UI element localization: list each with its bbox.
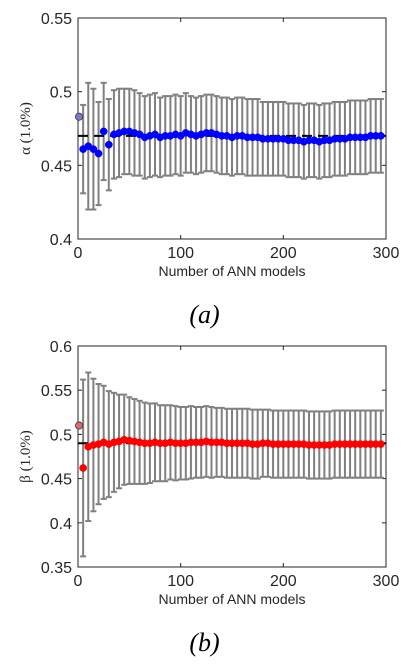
data-point: [75, 421, 84, 430]
error-bars: [80, 81, 384, 211]
plot-frame: [77, 17, 387, 240]
data-point: [377, 440, 385, 448]
y-axis-label: β (1.0%): [18, 430, 34, 483]
caption-b: (b): [189, 628, 220, 657]
data-point: [79, 464, 87, 472]
y-tick-label: 0.55: [41, 383, 72, 400]
x-tick-label: 0: [74, 245, 83, 262]
data-point: [99, 127, 108, 136]
y-tick-label: 0.4: [50, 516, 72, 533]
x-tick-label: 100: [167, 573, 194, 590]
data-point: [104, 140, 113, 149]
plot-frame: [77, 345, 387, 568]
y-tick-label: 0.5: [50, 85, 72, 102]
y-tick-label: 0.45: [41, 158, 72, 175]
x-tick-label: 200: [270, 573, 297, 590]
data-point: [75, 112, 84, 121]
data-point: [89, 145, 98, 153]
caption-a: (a): [189, 300, 220, 329]
data-markers: [75, 112, 385, 158]
y-axis-label: α (1.0%): [18, 102, 34, 155]
error-bars: [80, 371, 384, 558]
x-tick-label: 200: [270, 245, 297, 262]
x-tick-label: 300: [373, 573, 400, 590]
x-tick-label: 300: [373, 245, 400, 262]
y-tick-label: 0.55: [41, 11, 72, 28]
x-axis-label: Number of ANN models: [158, 591, 305, 607]
y-tick-label: 0.35: [41, 560, 72, 577]
data-point: [94, 149, 103, 158]
x-tick-label: 0: [74, 573, 83, 590]
data-point: [377, 132, 385, 140]
y-tick-label: 0.5: [50, 427, 72, 444]
x-tick-label: 100: [167, 245, 194, 262]
data-markers: [75, 421, 385, 472]
x-axis-label: Number of ANN models: [158, 263, 305, 279]
y-tick-label: 0.6: [50, 339, 72, 356]
y-tick-label: 0.4: [50, 232, 72, 249]
panel-a: 0.4 0.45 0.5 0.55 0 100 200 300 Number of ANN mo…: [18, 11, 399, 279]
panel-b: 0.35 0.4 0.45 0.5 0.55 0.6 0 100 200 300 Number of…: [18, 339, 399, 607]
y-tick-label: 0.45: [41, 472, 72, 489]
